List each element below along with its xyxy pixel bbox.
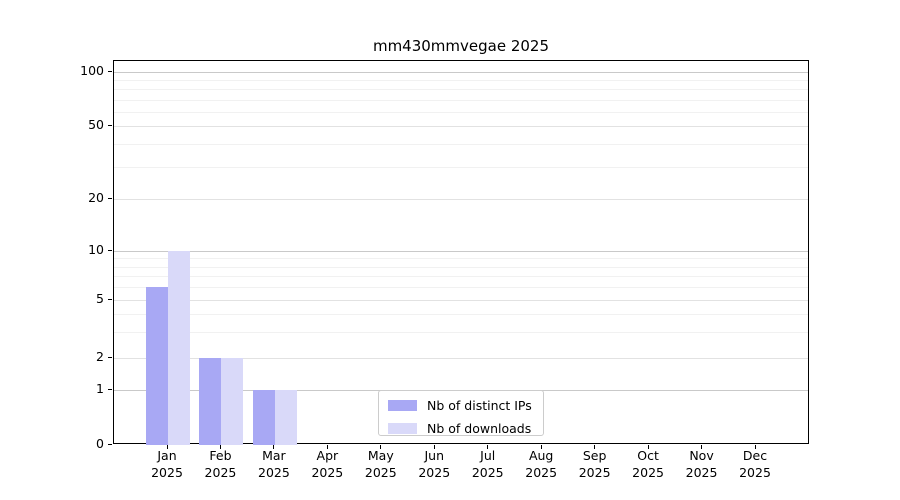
x-tick-year: 2025 [204, 464, 237, 480]
x-tick-mark [433, 445, 435, 449]
x-tick-month: Feb [209, 448, 232, 463]
bar-distinct-ips [199, 358, 222, 445]
x-tick-label: Nov 2025 [672, 448, 732, 481]
x-tick-mark [701, 445, 703, 449]
x-tick-month: Aug [528, 448, 554, 463]
x-tick-month: Jun [424, 448, 445, 463]
gridline-minor [114, 89, 808, 91]
gridline-minor [114, 314, 808, 316]
x-tick-month: Mar [262, 448, 286, 463]
x-tick-mark [647, 445, 649, 449]
y-tick-mark [108, 197, 112, 199]
legend-item-distinct-ips: Nb of distinct IPs [379, 395, 543, 415]
y-tick-label: 1 [96, 381, 104, 396]
gridline-minor [114, 80, 808, 82]
gridline [114, 300, 808, 301]
x-tick-year: 2025 [311, 464, 344, 480]
x-tick-label: Aug 2025 [511, 448, 571, 481]
x-tick-month: Sep [582, 448, 607, 463]
gridline-major [114, 251, 808, 252]
gridline-minor [114, 332, 808, 334]
legend: Nb of distinct IPs Nb of downloads [378, 390, 544, 436]
y-tick-label: 20 [88, 190, 104, 205]
x-tick-label: Oct 2025 [618, 448, 678, 481]
gridline-minor [114, 99, 808, 101]
y-tick-label: 100 [80, 63, 104, 78]
downloads-swatch-icon [388, 422, 417, 434]
y-tick-mark [108, 249, 112, 251]
distinct-ips-swatch-icon [388, 399, 417, 411]
legend-item-downloads: Nb of downloads [379, 418, 543, 438]
gridline-minor [114, 111, 808, 113]
y-tick-label: 0 [96, 436, 104, 451]
bar-downloads [168, 251, 190, 445]
bar-downloads [274, 390, 297, 445]
y-tick-label: 10 [88, 242, 104, 257]
gridline [114, 358, 808, 359]
x-tick-mark [380, 445, 382, 449]
x-tick-mark [273, 445, 275, 449]
bar-distinct-ips [252, 390, 275, 445]
x-tick-year: 2025 [471, 464, 504, 480]
x-tick-month: Jul [480, 448, 496, 463]
x-tick-year: 2025 [258, 464, 290, 480]
x-tick-label: Jul 2025 [458, 448, 518, 481]
gridline [114, 126, 808, 127]
x-tick-mark [754, 445, 756, 449]
x-tick-year: 2025 [151, 464, 183, 480]
x-tick-year: 2025 [364, 464, 397, 480]
y-tick-mark [108, 70, 112, 72]
x-tick-label: Sep 2025 [565, 448, 625, 481]
x-tick-label: May 2025 [351, 448, 411, 481]
x-tick-month: Apr [316, 448, 339, 463]
x-tick-mark [594, 445, 596, 449]
x-tick-month: Dec [742, 448, 768, 463]
y-tick-mark [108, 356, 112, 358]
legend-label-downloads: Nb of downloads [427, 420, 532, 436]
x-tick-label: Feb 2025 [190, 448, 250, 481]
y-tick-mark [108, 443, 112, 445]
x-tick-mark [219, 445, 221, 449]
gridline-major [114, 72, 808, 73]
x-tick-mark [540, 445, 542, 449]
gridline-minor [114, 287, 808, 289]
x-tick-label: Jun 2025 [404, 448, 464, 481]
bar-distinct-ips [146, 287, 168, 445]
x-tick-year: 2025 [685, 464, 718, 480]
gridline-minor [114, 166, 808, 168]
gridline-minor [114, 143, 808, 145]
x-tick-year: 2025 [578, 464, 611, 480]
x-tick-year: 2025 [739, 464, 771, 480]
x-tick-label: Mar 2025 [244, 448, 304, 481]
y-tick-mark [108, 124, 112, 126]
x-tick-mark [166, 445, 168, 449]
plot-area [113, 60, 809, 445]
x-tick-year: 2025 [632, 464, 664, 480]
x-tick-label: Dec 2025 [725, 448, 785, 481]
y-tick-label: 50 [88, 117, 104, 132]
x-tick-year: 2025 [418, 464, 451, 480]
x-tick-month: Jan [157, 448, 177, 463]
chart-title: mm430mmvegae 2025 [372, 37, 550, 55]
gridline-minor [114, 258, 808, 260]
y-tick-mark [108, 388, 112, 390]
x-tick-label: Jan 2025 [137, 448, 197, 481]
gridline-minor [114, 276, 808, 278]
y-tick-mark [108, 298, 112, 300]
x-tick-mark [487, 445, 489, 449]
gridline-minor [114, 266, 808, 268]
x-tick-month: Oct [637, 448, 659, 463]
x-tick-label: Apr 2025 [297, 448, 357, 481]
x-tick-year: 2025 [525, 464, 558, 480]
legend-label-distinct-ips: Nb of distinct IPs [427, 397, 532, 413]
x-tick-mark [326, 445, 328, 449]
bar-downloads [221, 358, 244, 445]
x-tick-month: Nov [689, 448, 714, 463]
y-tick-label: 2 [96, 349, 104, 364]
gridline [114, 199, 808, 200]
y-tick-label: 5 [96, 291, 104, 306]
x-tick-month: May [367, 448, 394, 463]
